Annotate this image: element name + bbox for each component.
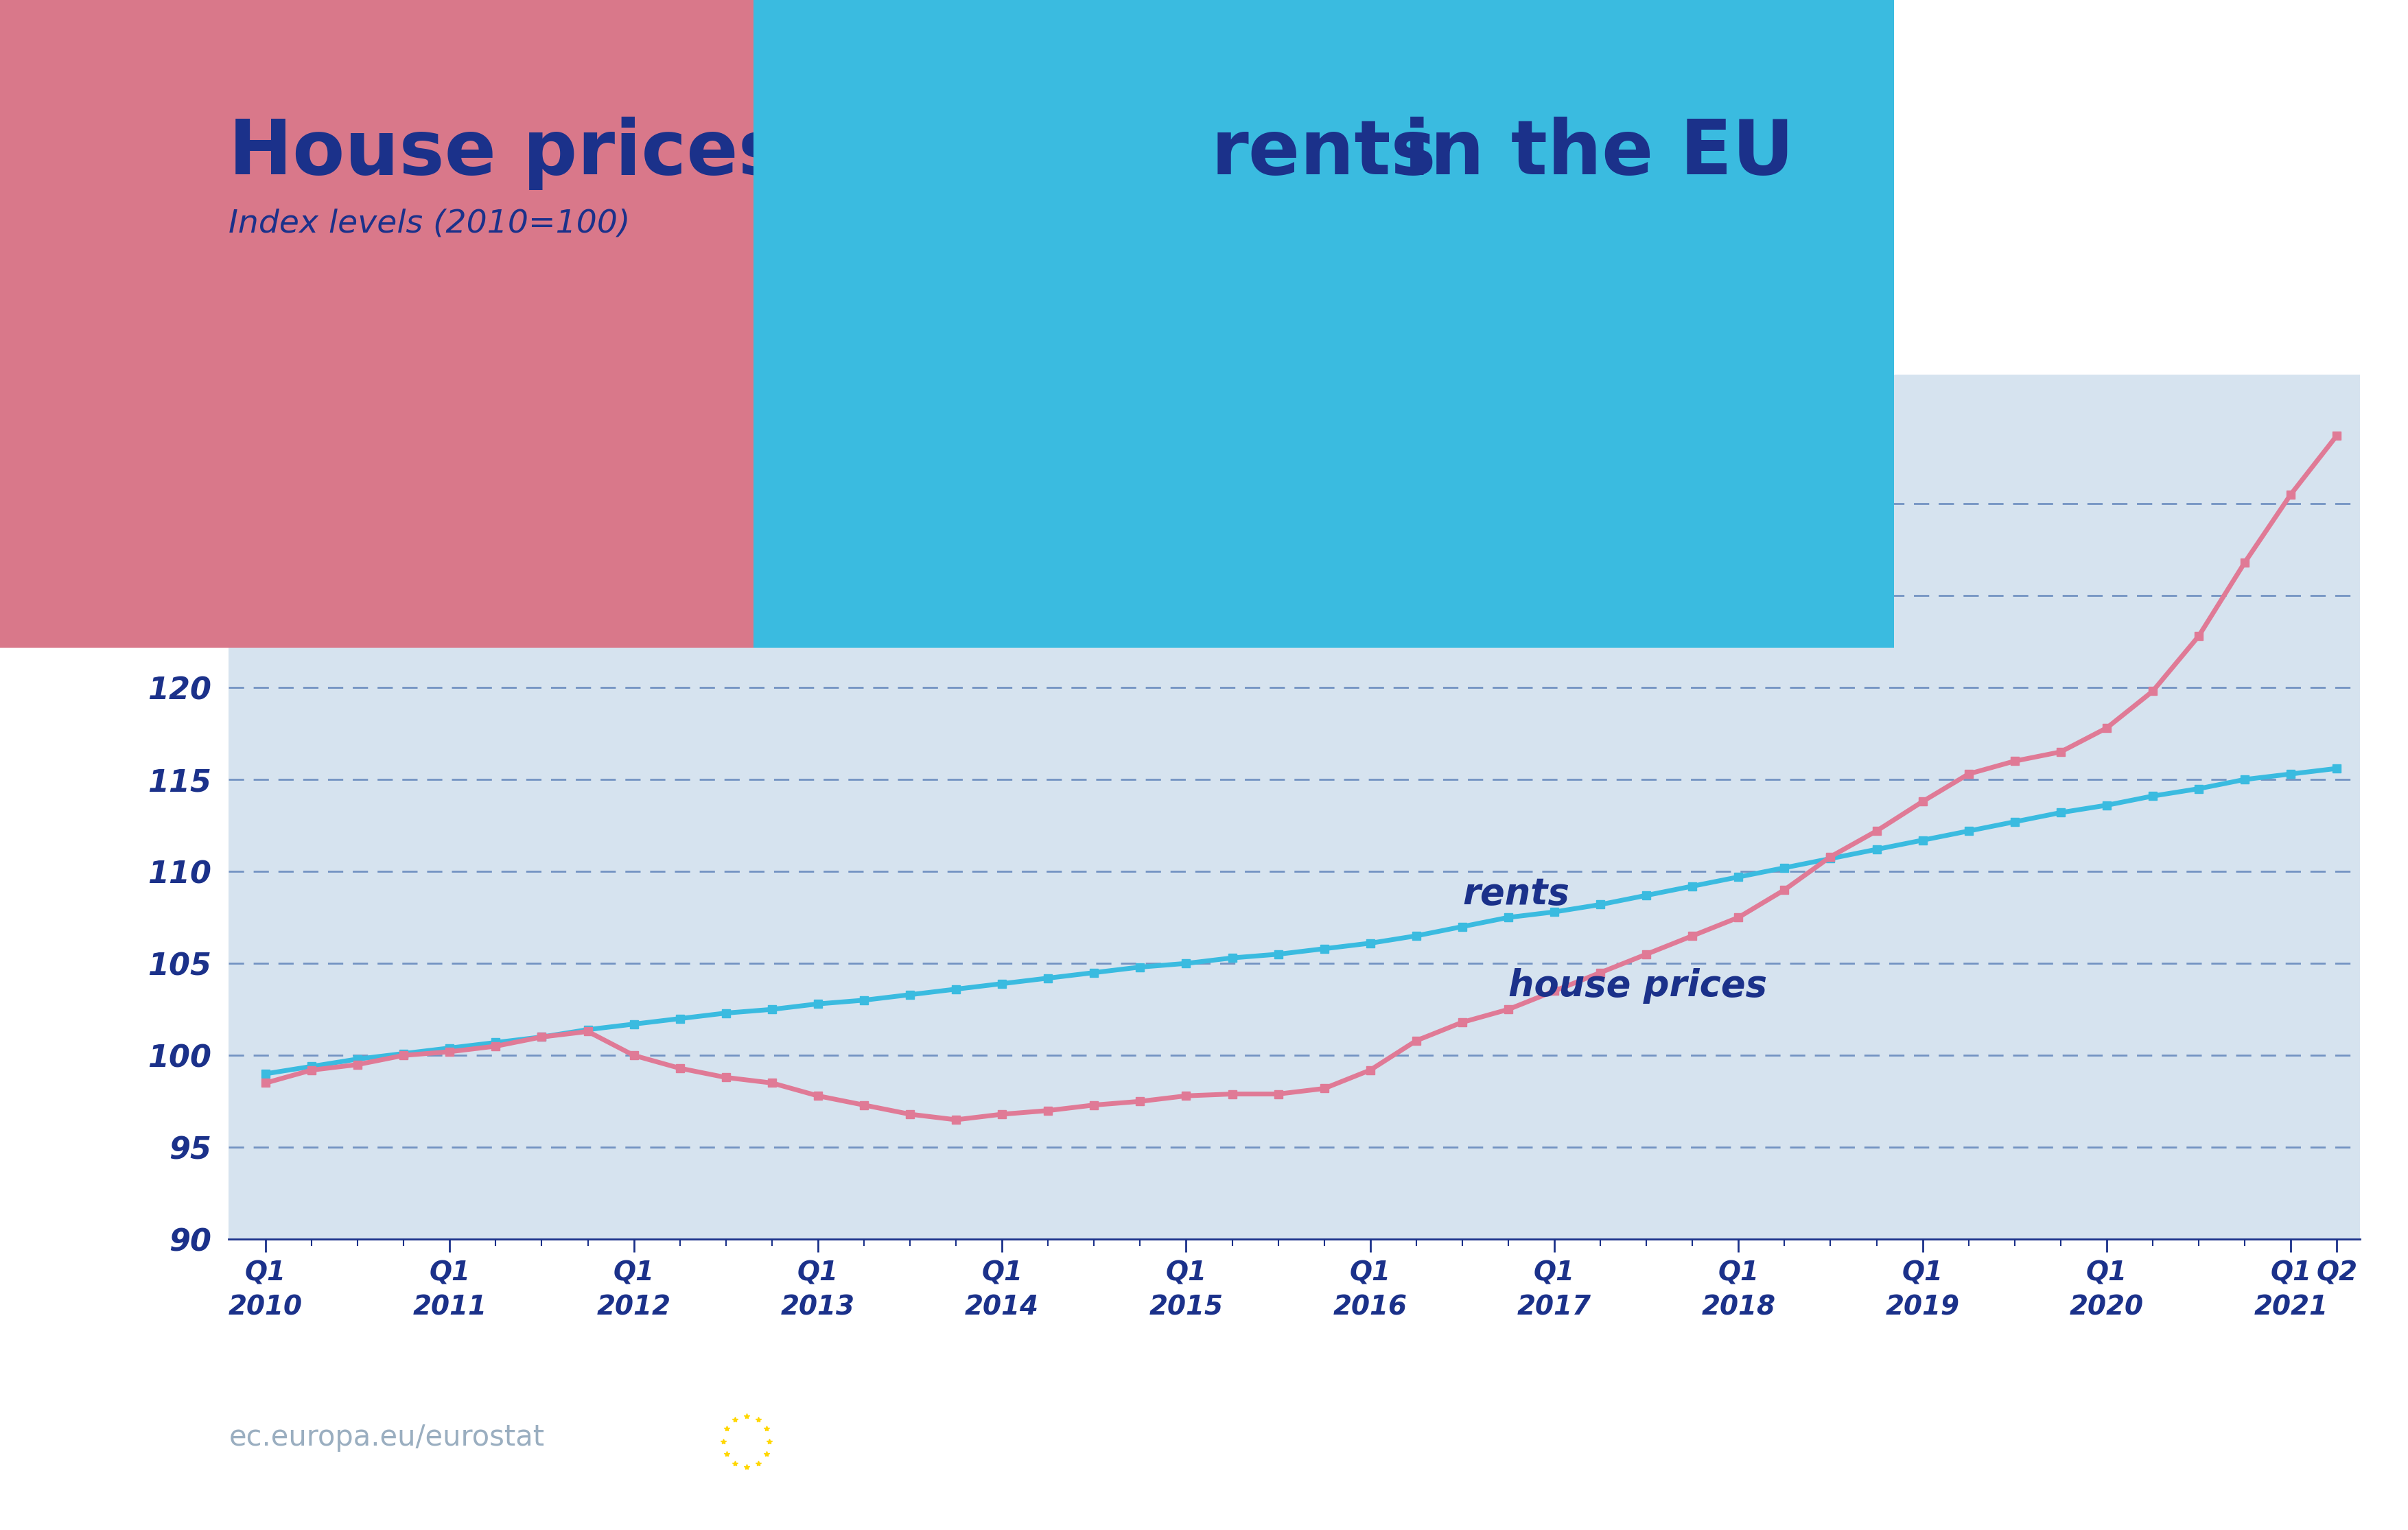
Text: rents: rents	[1462, 877, 1570, 912]
Text: house prices: house prices	[1507, 968, 1767, 1004]
Text: and: and	[999, 116, 1214, 190]
Text: Index levels (2010=100): Index levels (2010=100)	[229, 208, 631, 239]
Text: House prices: House prices	[229, 116, 783, 190]
Text: ec.europa.eu/eurostat: ec.europa.eu/eurostat	[229, 1423, 544, 1452]
Text: in the EU: in the EU	[1377, 116, 1794, 190]
Text: rents: rents	[1211, 116, 1438, 190]
